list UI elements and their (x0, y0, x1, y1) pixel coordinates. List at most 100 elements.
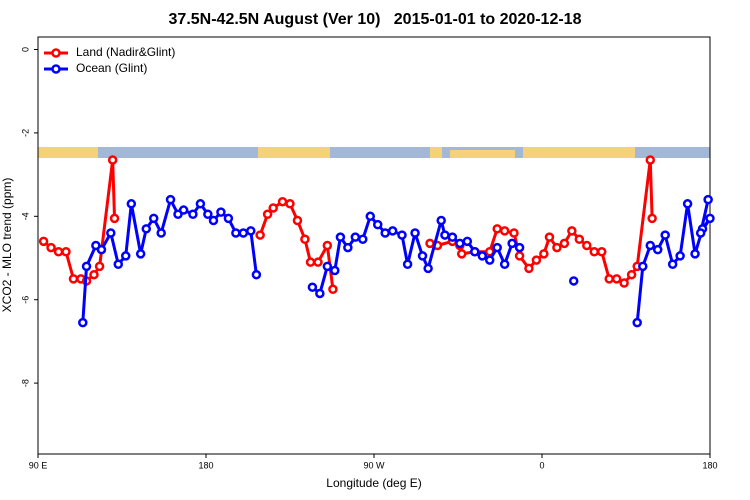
data-point (126, 199, 137, 209)
data-point (141, 224, 152, 234)
y-tick-label: -8 (20, 379, 30, 387)
data-point (238, 228, 249, 238)
data-point (652, 244, 663, 255)
data-point (626, 269, 637, 280)
data-point (208, 215, 219, 226)
data-point (524, 263, 534, 274)
data-point (330, 265, 340, 276)
data-point (574, 234, 585, 244)
legend-entry: Ocean (Glint) (44, 61, 147, 75)
data-point (89, 269, 99, 280)
legend-label: Land (Nadir&Glint) (76, 45, 175, 59)
legend-marker (51, 64, 61, 74)
data-point (268, 203, 278, 213)
data-point (251, 269, 262, 280)
ocean-strip (38, 147, 710, 158)
data-point (262, 209, 273, 219)
land-strip (450, 150, 515, 158)
data-point (178, 205, 189, 215)
data-point (645, 240, 656, 251)
data-point (410, 228, 420, 238)
data-point (78, 317, 88, 328)
data-point (455, 238, 465, 249)
data-point (544, 232, 555, 242)
data-point (514, 251, 525, 261)
data-point (61, 247, 71, 257)
data-point (484, 255, 495, 265)
data-point (307, 282, 318, 292)
data-point (675, 251, 685, 261)
data-point (255, 230, 265, 240)
data-point (380, 228, 390, 238)
land-strip (523, 147, 635, 158)
data-point (322, 240, 333, 251)
data-point (285, 199, 295, 209)
data-point (120, 251, 131, 261)
data-point (589, 247, 600, 257)
x-tick-label: 90 E (29, 460, 48, 470)
x-tick-label: 0 (539, 460, 544, 470)
legend-label: Ocean (Glint) (76, 61, 147, 75)
data-point (135, 249, 146, 259)
data-point (365, 211, 376, 222)
data-point (417, 251, 428, 261)
data-point (492, 242, 502, 253)
data-point (81, 261, 92, 272)
data-point (456, 249, 467, 259)
data-point (46, 242, 56, 253)
data-point (440, 230, 450, 240)
legend-entry: Land (Nadir&Glint) (44, 45, 175, 59)
data-point (315, 288, 325, 299)
data-point (94, 261, 105, 272)
data-point (343, 242, 353, 253)
y-axis-label: XCO2 - MLO trend (ppm) (0, 178, 14, 313)
data-point (567, 226, 577, 236)
data-point (231, 228, 241, 238)
data-point (596, 247, 607, 257)
land-strip (38, 147, 98, 158)
data-point (195, 199, 206, 209)
x-tick-label: 180 (198, 460, 213, 470)
data-point (292, 215, 303, 226)
data-point (38, 236, 49, 247)
data-point (68, 274, 79, 284)
data-point (507, 238, 517, 249)
data-point (109, 213, 120, 224)
y-tick-label: -4 (20, 212, 30, 220)
data-point (705, 213, 715, 224)
chart-title: 37.5N-42.5N August (Ver 10) 2015-01-01 t… (169, 11, 582, 28)
data-point (647, 213, 657, 224)
data-point (300, 234, 310, 244)
data-point (223, 213, 234, 224)
data-point (313, 257, 323, 267)
data-point (246, 226, 256, 236)
data-point (423, 263, 433, 274)
data-point (539, 249, 549, 259)
data-point (477, 251, 488, 261)
data-point (682, 199, 693, 209)
data-point (156, 228, 166, 238)
data-point (470, 247, 480, 257)
data-point (402, 259, 413, 270)
data-point (462, 236, 473, 247)
data-point (660, 230, 670, 240)
data-point (53, 247, 64, 257)
data-point (397, 230, 407, 240)
data-point (582, 240, 592, 251)
x-axis-label: Longitude (deg E) (326, 476, 421, 490)
data-point (531, 255, 542, 265)
data-point (667, 259, 678, 270)
data-point (619, 278, 629, 288)
data-point (277, 196, 288, 207)
data-point (499, 226, 510, 236)
data-point (638, 261, 648, 272)
data-point (509, 228, 519, 238)
data-point (514, 242, 525, 253)
y-tick-label: 0 (20, 47, 30, 52)
data-point (188, 209, 198, 219)
data-point (559, 238, 570, 249)
data-point (372, 219, 383, 230)
data-point (695, 228, 706, 238)
data-point (113, 259, 124, 270)
